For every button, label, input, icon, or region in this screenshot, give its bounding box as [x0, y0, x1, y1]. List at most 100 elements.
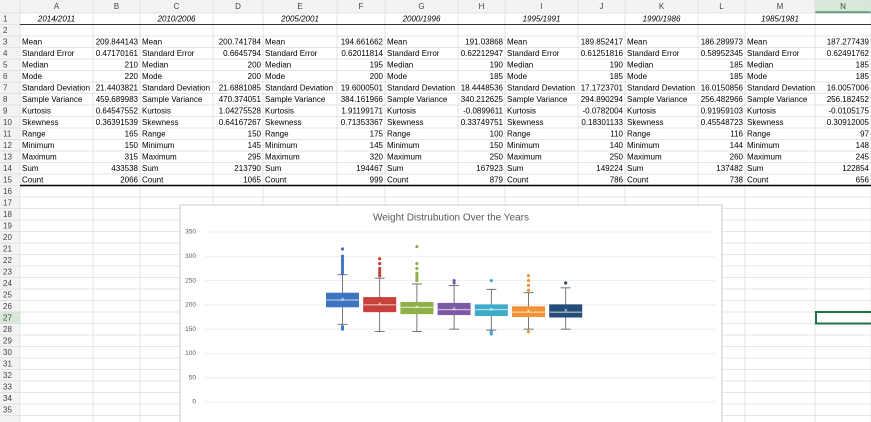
stat-value: 100	[490, 129, 504, 138]
outlier	[526, 278, 531, 283]
box	[512, 306, 545, 318]
mean-marker: ×	[378, 302, 382, 308]
stat-label: Maximum	[507, 152, 542, 161]
row-header: 7	[3, 83, 8, 92]
row-header: 28	[3, 325, 12, 334]
stat-label: Mean	[747, 37, 767, 46]
stat-value: 209.844143	[96, 37, 139, 46]
stat-label: Sample Variance	[387, 95, 448, 104]
stat-value: 17.1723701	[581, 83, 624, 92]
stat-label: Standard Error	[627, 49, 680, 58]
y-tick-label: 250	[185, 277, 196, 284]
outlier	[526, 283, 531, 288]
stat-value: 0.62491762	[827, 49, 870, 58]
stat-label: Mean	[627, 37, 647, 46]
row-header: 18	[3, 210, 12, 219]
stat-label: Median	[747, 60, 773, 69]
stat-value: 0.36391539	[96, 118, 139, 127]
stat-label: Minimum	[265, 141, 298, 150]
stat-label: Range	[627, 129, 651, 138]
outlier	[378, 274, 382, 278]
stat-value: 185	[856, 72, 870, 81]
outlier	[340, 254, 345, 258]
stat-label: Minimum	[142, 141, 175, 150]
outlier	[452, 281, 456, 285]
stat-value: 459.689983	[96, 95, 139, 104]
stat-label: Mean	[507, 37, 527, 46]
stat-value: 1065	[243, 175, 261, 184]
stat-label: Kurtosis	[387, 106, 416, 115]
stat-label: Sum	[627, 164, 644, 173]
stat-label: Maximum	[747, 152, 782, 161]
column-header: H	[479, 2, 485, 11]
period-header: 1985/1981	[761, 14, 799, 23]
stat-label: Skewness	[387, 118, 423, 127]
y-tick-label: 150	[185, 326, 196, 333]
outlier	[340, 264, 345, 268]
stat-value: 186.289973	[701, 37, 744, 46]
stat-value: 175	[370, 129, 384, 138]
column-header: I	[540, 2, 542, 11]
row-header: 11	[3, 129, 12, 138]
outlier	[526, 329, 531, 334]
stat-label: Median	[265, 60, 291, 69]
stat-value: 879	[490, 175, 504, 184]
period-header: 1990/1986	[643, 14, 681, 23]
stat-label: Standard Error	[142, 49, 195, 58]
row-header: 17	[3, 198, 12, 207]
stat-label: Median	[387, 60, 413, 69]
stat-value: 21.6881085	[219, 83, 262, 92]
stat-label: Standard Error	[747, 49, 800, 58]
stat-label: Mean	[265, 37, 285, 46]
stat-value: 97	[860, 129, 869, 138]
stat-value: 0.64167267	[219, 118, 262, 127]
stat-value: 190	[610, 60, 624, 69]
column-header: N	[840, 2, 846, 11]
row-header: 15	[3, 175, 12, 184]
y-tick-label: 300	[185, 253, 196, 260]
stat-value: 200	[248, 60, 262, 69]
stat-label: Skewness	[627, 118, 663, 127]
stat-label: Maximum	[265, 152, 300, 161]
stat-value: 167923	[476, 164, 503, 173]
box	[437, 302, 471, 316]
stat-value: 260	[730, 152, 744, 161]
outlier	[489, 278, 493, 283]
stat-label: Kurtosis	[627, 106, 656, 115]
row-header: 21	[3, 244, 12, 253]
stat-label: Mean	[22, 37, 42, 46]
stat-label: Mode	[507, 72, 528, 81]
column-header: C	[174, 2, 180, 11]
stat-label: Sample Variance	[627, 95, 688, 104]
outlier	[340, 266, 345, 271]
stat-value: 18.4448536	[461, 83, 504, 92]
selected-cell	[815, 311, 871, 325]
stat-label: Minimum	[627, 141, 660, 150]
row-header: 3	[3, 37, 8, 46]
stat-label: Mode	[627, 72, 648, 81]
stat-value: 0.58952345	[701, 49, 744, 58]
stat-label: Sample Variance	[142, 95, 203, 104]
stat-label: Count	[627, 175, 649, 184]
stat-label: Sum	[22, 164, 39, 173]
stat-label: Sample Variance	[265, 95, 326, 104]
row-header: 23	[3, 267, 12, 276]
y-tick-label: 50	[189, 374, 197, 381]
stat-label: Sample Variance	[507, 95, 568, 104]
column-header: M	[777, 2, 784, 11]
stat-label: Sample Variance	[747, 95, 808, 104]
column-header: G	[418, 2, 424, 11]
column-header: E	[297, 2, 302, 11]
stat-value: 0.33749751	[461, 118, 504, 127]
stat-label: Count	[265, 175, 287, 184]
mean-marker: ×	[452, 307, 456, 313]
stat-value: 185	[730, 60, 744, 69]
stat-label: Standard Deviation	[627, 83, 695, 92]
stat-value: 294.890294	[581, 95, 624, 104]
stat-label: Mode	[747, 72, 768, 81]
period-header: 1995/1991	[523, 14, 561, 23]
stat-label: Minimum	[22, 141, 55, 150]
stat-value: 738	[730, 175, 744, 184]
outlier	[489, 332, 493, 336]
